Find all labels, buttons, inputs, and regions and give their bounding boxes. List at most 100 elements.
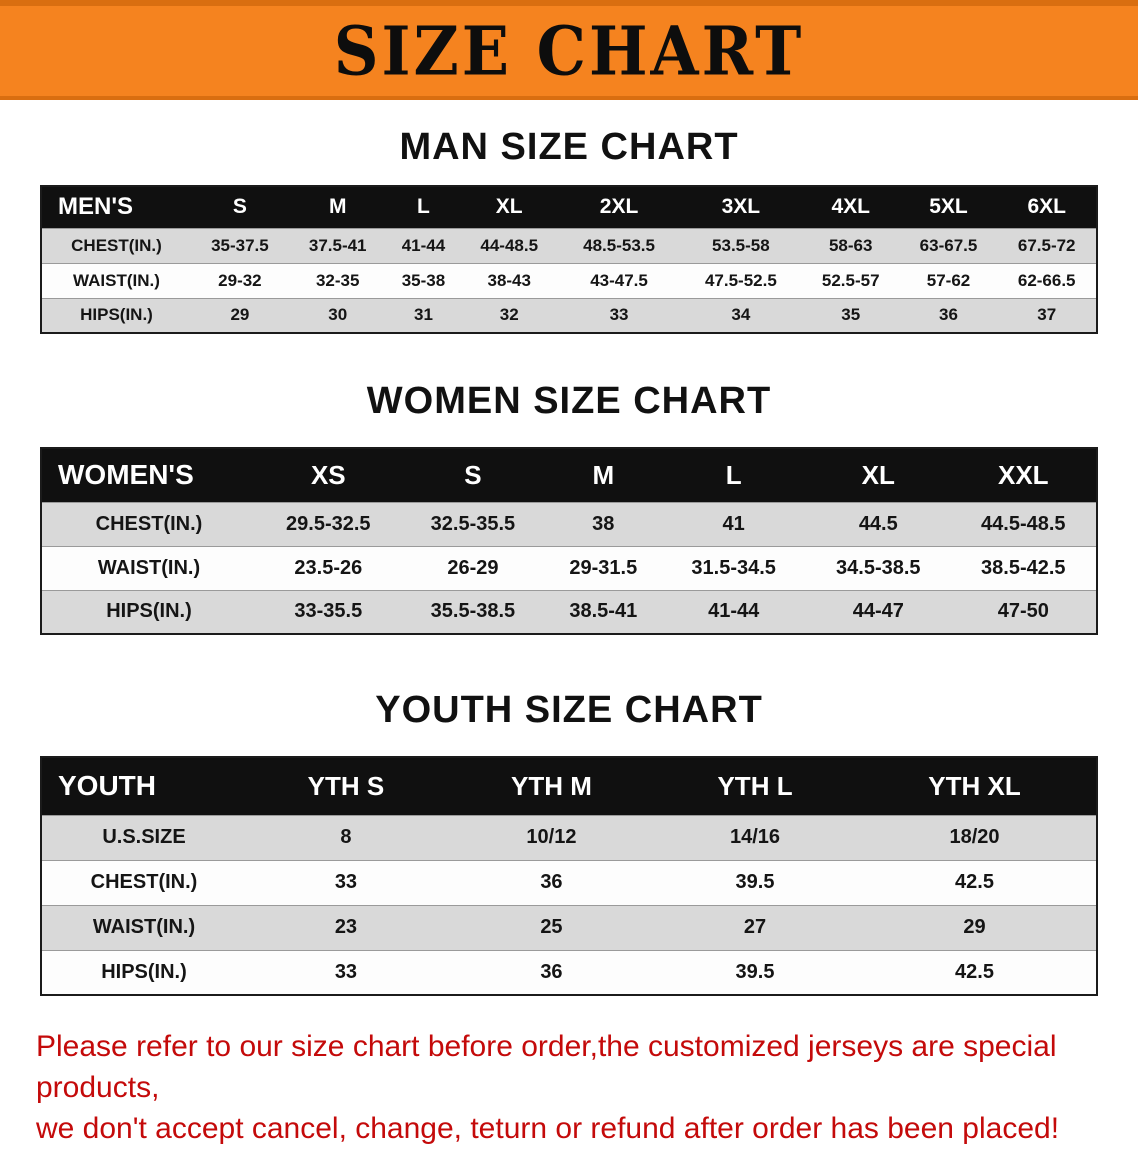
value-cell: 29-31.5 bbox=[545, 545, 662, 590]
banner-title: SIZE CHART bbox=[333, 11, 805, 91]
value-cell: 38.5-42.5 bbox=[950, 545, 1097, 590]
size-header-cell: M bbox=[288, 186, 387, 228]
value-cell: 35 bbox=[801, 297, 900, 333]
men-size-section: MAN SIZE CHART MEN'S S M L XL 2XL 3XL 4XL 5XL 6XL… bbox=[0, 126, 1138, 334]
women-size-section: WOMEN SIZE CHART WOMEN'S XS S M L XL XXL CHEST(… bbox=[0, 380, 1138, 635]
value-cell: 58-63 bbox=[801, 227, 900, 263]
value-cell: 29-32 bbox=[191, 262, 289, 298]
size-header-cell: L bbox=[661, 448, 806, 502]
value-cell: 53.5-58 bbox=[679, 227, 802, 263]
row-label-cell: WAIST(IN.) bbox=[41, 904, 246, 950]
size-header-cell: 2XL bbox=[558, 186, 680, 228]
value-cell: 36 bbox=[445, 949, 657, 995]
table-row: WAIST(IN.) 29-32 32-35 35-38 38-43 43-47.5 47.… bbox=[41, 262, 1097, 298]
value-cell: 35.5-38.5 bbox=[400, 589, 546, 634]
value-cell: 39.5 bbox=[657, 859, 854, 905]
value-cell: 18/20 bbox=[853, 814, 1097, 860]
men-section-heading: MAN SIZE CHART bbox=[399, 126, 739, 168]
value-cell: 32.5-35.5 bbox=[400, 501, 546, 546]
size-header-cell: 4XL bbox=[801, 186, 900, 228]
table-row: CHEST(IN.) 33 36 39.5 42.5 bbox=[41, 859, 1097, 905]
youth-section-heading: YOUTH SIZE CHART bbox=[375, 689, 763, 731]
value-cell: 44-47 bbox=[805, 589, 951, 634]
youth-size-table: YOUTH YTH S YTH M YTH L YTH XL U.S.SIZE 8 10/12… bbox=[40, 756, 1098, 996]
value-cell: 44.5 bbox=[805, 501, 951, 546]
value-cell: 35-38 bbox=[386, 262, 461, 298]
value-cell: 48.5-53.5 bbox=[558, 227, 680, 263]
value-cell: 25 bbox=[445, 904, 657, 950]
row-label-cell: WAIST(IN.) bbox=[41, 545, 256, 590]
youth-size-section: YOUTH SIZE CHART YOUTH YTH S YTH M YTH L YTH… bbox=[0, 689, 1138, 996]
size-header-cell: YTH M bbox=[445, 757, 657, 815]
table-row: CHEST(IN.) 35-37.5 37.5-41 41-44 44-48.5 48.5… bbox=[41, 227, 1097, 263]
value-cell: 29 bbox=[191, 297, 289, 333]
value-cell: 29.5-32.5 bbox=[256, 501, 401, 546]
size-header-cell: M bbox=[545, 448, 662, 502]
value-cell: 14/16 bbox=[657, 814, 854, 860]
value-cell: 10/12 bbox=[445, 814, 657, 860]
value-cell: 47.5-52.5 bbox=[679, 262, 802, 298]
value-cell: 41 bbox=[661, 501, 806, 546]
size-header-cell: XL bbox=[460, 186, 559, 228]
value-cell: 33 bbox=[246, 949, 446, 995]
row-label-cell: HIPS(IN.) bbox=[41, 589, 256, 634]
table-title-cell: WOMEN'S bbox=[41, 448, 256, 502]
value-cell: 63-67.5 bbox=[899, 227, 998, 263]
value-cell: 23 bbox=[246, 904, 446, 950]
value-cell: 38 bbox=[545, 501, 662, 546]
table-row: HIPS(IN.) 29 30 31 32 33 34 35 36 37 bbox=[41, 297, 1097, 333]
size-header-cell: XXL bbox=[950, 448, 1097, 502]
disclaimer: Please refer to our size chart before or… bbox=[36, 1026, 1110, 1149]
table-row: CHEST(IN.) 29.5-32.5 32.5-35.5 38 41 44.5 44.5… bbox=[41, 501, 1097, 546]
value-cell: 41-44 bbox=[661, 589, 806, 634]
value-cell: 44-48.5 bbox=[460, 227, 559, 263]
value-cell: 8 bbox=[246, 814, 446, 860]
table-row: HIPS(IN.) 33 36 39.5 42.5 bbox=[41, 949, 1097, 995]
row-label-cell: HIPS(IN.) bbox=[41, 949, 246, 995]
row-label-cell: U.S.SIZE bbox=[41, 814, 246, 860]
size-header-cell: YTH XL bbox=[853, 757, 1097, 815]
value-cell: 57-62 bbox=[899, 262, 998, 298]
value-cell: 52.5-57 bbox=[801, 262, 900, 298]
size-header-cell: YTH S bbox=[246, 757, 446, 815]
table-title-cell: MEN'S bbox=[41, 186, 191, 228]
size-header-cell: XS bbox=[256, 448, 401, 502]
value-cell: 27 bbox=[657, 904, 854, 950]
table-row: U.S.SIZE 8 10/12 14/16 18/20 bbox=[41, 814, 1097, 860]
value-cell: 41-44 bbox=[386, 227, 461, 263]
value-cell: 44.5-48.5 bbox=[950, 501, 1097, 546]
table-title-cell: YOUTH bbox=[41, 757, 246, 815]
value-cell: 42.5 bbox=[853, 949, 1097, 995]
value-cell: 34 bbox=[679, 297, 802, 333]
table-row: WAIST(IN.) 23.5-26 26-29 29-31.5 31.5-34.5 34… bbox=[41, 545, 1097, 590]
value-cell: 32-35 bbox=[288, 262, 387, 298]
row-label-cell: HIPS(IN.) bbox=[41, 297, 191, 333]
row-label-cell: CHEST(IN.) bbox=[41, 227, 191, 263]
value-cell: 23.5-26 bbox=[256, 545, 401, 590]
value-cell: 33 bbox=[558, 297, 680, 333]
size-header-cell: 5XL bbox=[899, 186, 998, 228]
table-header-row: MEN'S S M L XL 2XL 3XL 4XL 5XL 6XL bbox=[41, 186, 1097, 228]
value-cell: 32 bbox=[460, 297, 559, 333]
men-size-table: MEN'S S M L XL 2XL 3XL 4XL 5XL 6XL CHEST(IN.) 35-37… bbox=[40, 185, 1098, 334]
value-cell: 37.5-41 bbox=[288, 227, 387, 263]
value-cell: 31.5-34.5 bbox=[661, 545, 806, 590]
value-cell: 42.5 bbox=[853, 859, 1097, 905]
row-label-cell: CHEST(IN.) bbox=[41, 859, 246, 905]
size-header-cell: YTH L bbox=[657, 757, 854, 815]
value-cell: 33-35.5 bbox=[256, 589, 401, 634]
size-header-cell: S bbox=[400, 448, 546, 502]
table-row: HIPS(IN.) 33-35.5 35.5-38.5 38.5-41 41-44 44-… bbox=[41, 589, 1097, 634]
value-cell: 37 bbox=[997, 297, 1097, 333]
women-size-table: WOMEN'S XS S M L XL XXL CHEST(IN.) 29.5-32.5 32.5… bbox=[40, 447, 1098, 635]
size-header-cell: L bbox=[386, 186, 461, 228]
value-cell: 43-47.5 bbox=[558, 262, 680, 298]
disclaimer-line: we don't accept cancel, change, teturn o… bbox=[36, 1112, 1060, 1145]
row-label-cell: CHEST(IN.) bbox=[41, 501, 256, 546]
women-section-heading: WOMEN SIZE CHART bbox=[366, 380, 772, 422]
value-cell: 31 bbox=[386, 297, 461, 333]
size-header-cell: S bbox=[191, 186, 289, 228]
table-header-row: WOMEN'S XS S M L XL XXL bbox=[41, 448, 1097, 502]
size-chart-banner: SIZE CHART bbox=[0, 0, 1138, 100]
value-cell: 30 bbox=[288, 297, 387, 333]
